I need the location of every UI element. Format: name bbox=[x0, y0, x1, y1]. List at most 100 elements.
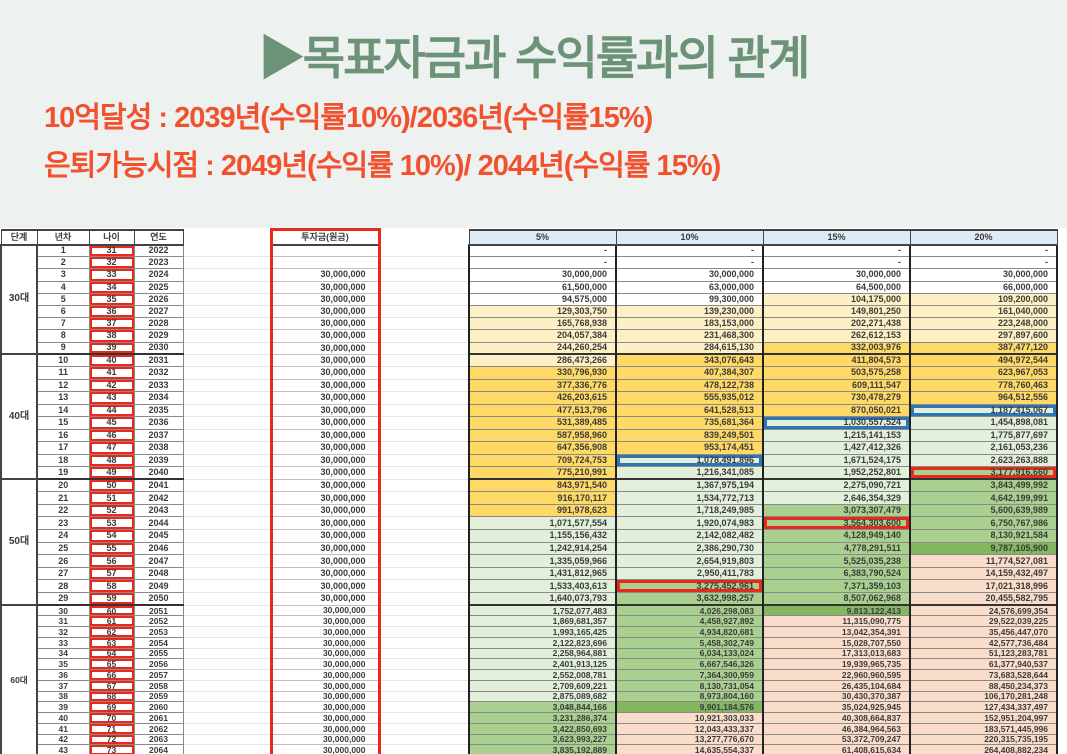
cell-value-15%: 6,383,790,524 bbox=[762, 566, 911, 581]
cell-value-15%: 26,435,104,684 bbox=[762, 679, 911, 692]
cell-year-no: 20 bbox=[36, 478, 90, 493]
cell-value-5%: 2,709,609,221 bbox=[468, 679, 617, 692]
table-row: 17 47 2038 30,000,000 647,356,908 953,174,451… bbox=[1, 441, 1058, 455]
cell-value-20%: 9,787,105,900 bbox=[909, 541, 1058, 556]
cell-invest: 30,000,000 bbox=[269, 744, 381, 754]
cell-value-10%: 183,153,000 bbox=[615, 317, 764, 331]
gap-cell bbox=[183, 723, 271, 735]
cell-age: 45 bbox=[88, 416, 135, 430]
cell-value-10%: 10,921,303,033 bbox=[615, 712, 764, 724]
cell-value-15%: 1,030,557,524 bbox=[762, 416, 911, 430]
cell-year-no: 9 bbox=[36, 341, 90, 355]
header-rate-20%: 20% bbox=[909, 228, 1058, 246]
cell-age: 72 bbox=[88, 733, 135, 746]
cell-invest: 30,000,000 bbox=[269, 529, 381, 543]
cell-value-20%: 1,775,877,697 bbox=[909, 428, 1058, 443]
cell-invest: 30,000,000 bbox=[269, 701, 381, 714]
cell-value-15%: 609,111,547 bbox=[762, 378, 911, 393]
cell-value-10%: 2,386,290,730 bbox=[615, 541, 764, 556]
table-row: 37 67 2058 30,000,000 2,709,609,221 8,130,731… bbox=[1, 679, 1058, 692]
gap-cell bbox=[183, 637, 271, 649]
cell-value-15%: 3,073,307,479 bbox=[762, 503, 911, 518]
cell-year: 2027 bbox=[133, 304, 184, 319]
spreadsheet-area: 단계 년차 나이 연도 투자금(원금) 5% 10% 15% 20% 30대 1 31 2022- - - -… bbox=[0, 228, 1067, 754]
cell-value-5%: 1,071,577,554 bbox=[468, 516, 617, 531]
cell-value-10%: 1,920,074,983 bbox=[615, 516, 764, 531]
cell-value-10%: 14,635,554,337 bbox=[615, 744, 764, 754]
cell-invest: 30,000,000 bbox=[269, 592, 381, 606]
cell-year-no: 13 bbox=[36, 391, 90, 405]
gap-cell bbox=[183, 554, 271, 568]
cell-value-15%: 730,478,279 bbox=[762, 391, 911, 405]
cell-invest: 30,000,000 bbox=[269, 516, 381, 531]
cell-value-10%: 407,384,307 bbox=[615, 366, 764, 380]
gap-cell bbox=[183, 605, 271, 617]
cell-value-15%: 870,050,021 bbox=[762, 403, 911, 418]
gap-cell bbox=[183, 441, 271, 455]
cell-year-no: 8 bbox=[36, 329, 90, 343]
cell-year-no: 23 bbox=[36, 516, 90, 531]
cell-year-no: 19 bbox=[36, 466, 90, 480]
cell-age: 41 bbox=[88, 366, 135, 380]
cell-value-20%: 1,454,898,081 bbox=[909, 416, 1058, 430]
gap-cell bbox=[379, 712, 469, 724]
cell-value-20%: 494,972,544 bbox=[909, 353, 1058, 368]
cell-invest: 30,000,000 bbox=[269, 626, 381, 638]
table-row: 18 48 2039 30,000,000 709,724,753 1,078,491,8… bbox=[1, 453, 1058, 468]
cell-value-15%: 1,427,412,326 bbox=[762, 441, 911, 455]
cell-value-20%: 11,774,527,081 bbox=[909, 554, 1058, 568]
cell-year-no: 16 bbox=[36, 428, 90, 443]
section-40대: 40대 10 40 2031 30,000,000 286,473,266 343,076,… bbox=[0, 353, 1058, 481]
header-year-no: 년차 bbox=[36, 228, 90, 246]
gap-cell bbox=[183, 466, 271, 480]
cell-value-15%: 5,525,035,238 bbox=[762, 554, 911, 568]
cell-year-no: 28 bbox=[36, 579, 90, 594]
cell-year-no: 36 bbox=[36, 669, 90, 681]
cell-year-no: 37 bbox=[36, 679, 90, 692]
table-row: 28 58 2049 30,000,000 1,533,403,613 3,275,452… bbox=[1, 579, 1058, 594]
gap-cell bbox=[183, 429, 271, 443]
cell-value-20%: 30,000,000 bbox=[909, 268, 1058, 282]
cell-value-10%: 343,076,643 bbox=[615, 353, 764, 368]
cell-invest: 30,000,000 bbox=[269, 722, 381, 735]
cell-value-20%: 220,315,735,195 bbox=[909, 733, 1058, 746]
cell-invest: 30,000,000 bbox=[269, 541, 381, 556]
gap-cell bbox=[183, 366, 271, 380]
cell-invest: 30,000,000 bbox=[269, 391, 381, 405]
cell-year-no: 18 bbox=[36, 453, 90, 468]
cell-value-10%: 2,142,082,482 bbox=[615, 529, 764, 543]
cell-age: 63 bbox=[88, 636, 135, 649]
cell-value-15%: 503,575,258 bbox=[762, 366, 911, 380]
cell-year: 2052 bbox=[133, 615, 184, 628]
cell-value-5%: 244,260,254 bbox=[468, 341, 617, 355]
cell-value-10%: 6,034,133,024 bbox=[615, 647, 764, 660]
cell-age: 54 bbox=[88, 529, 135, 543]
cell-value-20%: 66,000,000 bbox=[909, 280, 1058, 294]
cell-invest: 30,000,000 bbox=[269, 441, 381, 455]
cell-age: 43 bbox=[88, 391, 135, 405]
cell-value-5%: 2,258,964,881 bbox=[468, 647, 617, 660]
cell-value-15%: 46,384,964,563 bbox=[762, 722, 911, 735]
cell-value-15%: 30,430,370,387 bbox=[762, 690, 911, 703]
table-row: 35 65 2056 30,000,000 2,401,913,125 6,667,546… bbox=[1, 658, 1058, 671]
gap-cell bbox=[379, 441, 469, 455]
gap-cell bbox=[379, 529, 469, 543]
cell-value-5%: 1,752,077,483 bbox=[468, 604, 617, 617]
gap-cell bbox=[379, 244, 469, 258]
cell-value-20%: 778,760,463 bbox=[909, 378, 1058, 393]
cell-value-10%: 12,043,433,337 bbox=[615, 722, 764, 735]
cell-value-5%: 377,336,776 bbox=[468, 378, 617, 393]
cell-year-no: 25 bbox=[36, 541, 90, 556]
gap-cell bbox=[183, 658, 271, 671]
table-row: 39 69 2060 30,000,000 3,048,844,166 9,901,184… bbox=[1, 701, 1058, 714]
gap-cell bbox=[379, 734, 469, 746]
table-row: 40대 10 40 2031 30,000,000 286,473,266 343,076,… bbox=[0, 353, 1058, 481]
gap-cell bbox=[183, 744, 271, 754]
gap-cell bbox=[183, 691, 271, 703]
gap-cell bbox=[183, 256, 271, 270]
cell-value-20%: 8,130,921,584 bbox=[909, 529, 1058, 543]
header-gap bbox=[183, 230, 271, 245]
cell-value-20%: 3,843,499,992 bbox=[909, 478, 1058, 493]
cell-age: 60 bbox=[88, 604, 135, 617]
header-stage: 단계 bbox=[0, 228, 38, 246]
